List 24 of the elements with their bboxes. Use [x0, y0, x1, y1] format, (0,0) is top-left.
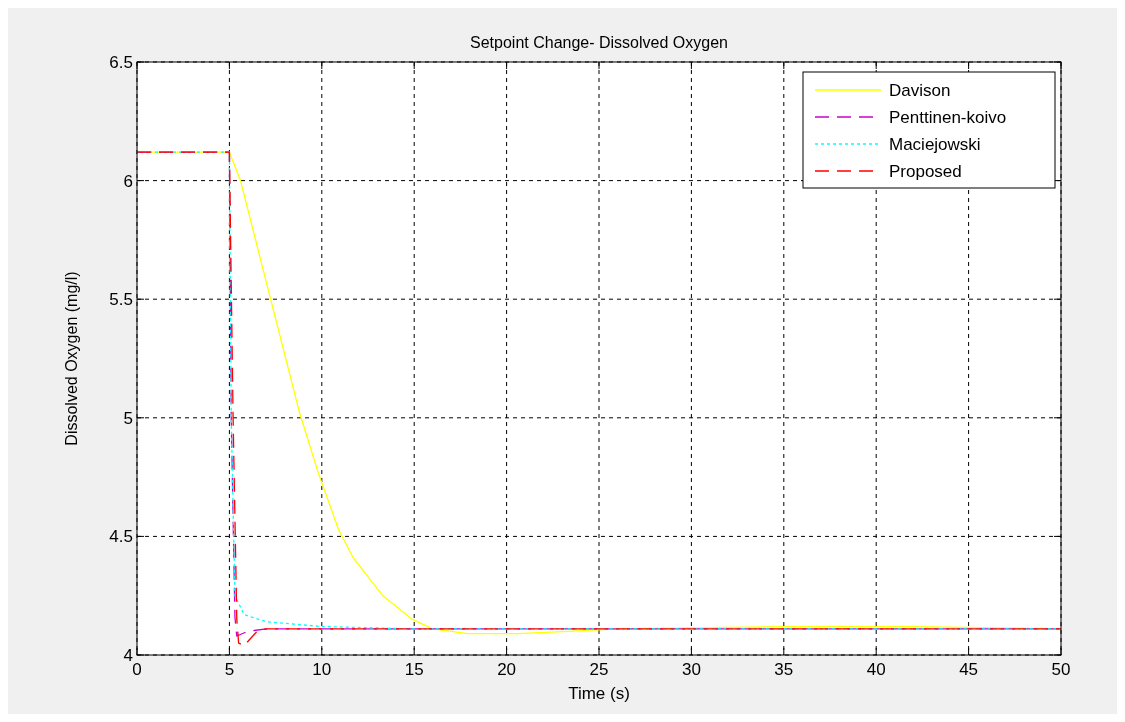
x-tick-label: 20	[497, 660, 517, 679]
x-tick-label: 30	[681, 660, 701, 679]
legend-label: Maciejowski	[889, 135, 981, 154]
x-tick-label: 40	[866, 660, 886, 679]
y-tick-label: 4	[123, 646, 133, 665]
y-tick-label: 5	[123, 408, 133, 428]
x-tick-label: 45	[959, 660, 979, 679]
x-tick-label: 15	[404, 660, 424, 679]
y-tick-label: 5.5	[109, 290, 133, 310]
x-axis-title: Time (s)	[568, 684, 630, 703]
x-tick-label: 5	[224, 660, 235, 679]
legend-label: Proposed	[889, 162, 962, 181]
y-tick-label: 6	[123, 171, 133, 191]
x-tick-label: 50	[1051, 660, 1071, 679]
legend-label: Davison	[889, 81, 951, 100]
x-tick-label: 25	[589, 660, 609, 679]
x-tick-label: 35	[774, 660, 794, 679]
legend-label: Penttinen-koivo	[889, 108, 1007, 127]
y-tick-label: 6.5	[109, 53, 133, 72]
chart-title: Setpoint Change- Dissolved Oxygen	[470, 34, 728, 51]
x-tick-label: 10	[312, 660, 332, 679]
y-axis-title: Dissolved Oxygen (mg/l)	[63, 271, 80, 446]
x-tick-label: 0	[132, 660, 142, 679]
y-tick-label: 4.5	[109, 527, 133, 547]
